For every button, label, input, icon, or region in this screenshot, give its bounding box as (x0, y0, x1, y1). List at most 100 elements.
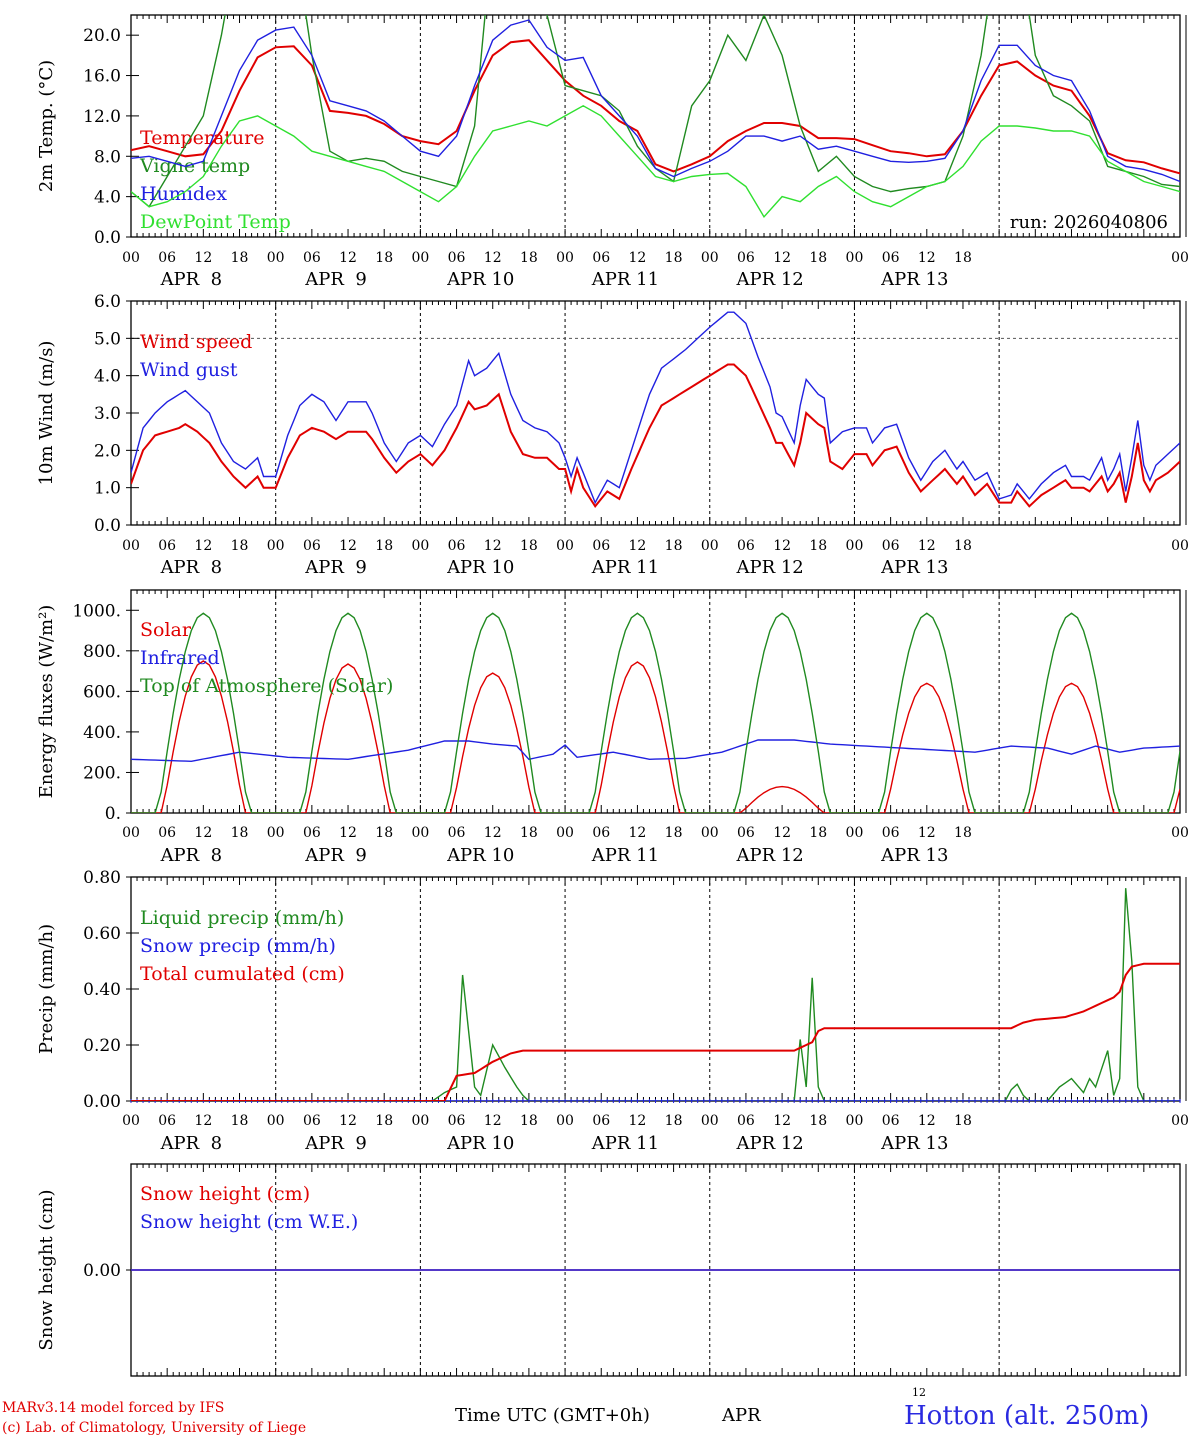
x-day-label: APR 13 (880, 557, 948, 578)
x-hour-label: 06 (448, 250, 466, 266)
x-day-label: APR 12 (735, 845, 803, 866)
x-day-label: APR 8 (160, 845, 223, 866)
x-hour-label: 12 (773, 825, 791, 841)
x-hour-label: 00 (846, 825, 864, 841)
x-day-label: APR 9 (304, 1133, 367, 1154)
x-hour-label: 18 (231, 538, 249, 554)
x-day-label: APR 8 (160, 557, 223, 578)
y-tick-label: 4.0 (94, 367, 121, 387)
x-day-label: APR 8 (160, 1133, 223, 1154)
y-tick-label: 6.0 (94, 292, 121, 312)
series-wind-speed (131, 363, 1180, 509)
x-hour-label: 12 (773, 250, 791, 266)
x-hour-label: 18 (954, 1113, 972, 1129)
x-hour-label: 18 (231, 1113, 249, 1129)
x-hour-label: 00 (267, 538, 285, 554)
panel-wind: 0.0 1.0 2.0 3.0 4.0 5.0 6.0 10m Wind (m/s) 00 06 1… (36, 292, 1189, 578)
x-hour-label: 12 (628, 250, 646, 266)
x-hour-label: 18 (954, 250, 972, 266)
y-tick-label: 5.0 (94, 329, 121, 349)
x-hour-label: 18 (520, 250, 538, 266)
x-hour-label: 12 (484, 250, 502, 266)
x-hour-label: 12 (918, 250, 936, 266)
x-day-label: APR 12 (735, 1133, 803, 1154)
x-day-label: APR 10 (446, 557, 514, 578)
x-hour-label: 00 (701, 538, 719, 554)
y-axis-label: Snow height (cm) (36, 1189, 57, 1350)
x-hour-label: 00 (1171, 250, 1189, 266)
x-hour-label: 00 (701, 1113, 719, 1129)
x-hour-label: 18 (520, 538, 538, 554)
legend-humidex: Humidex (140, 183, 227, 205)
y-tick-label: 0.60 (83, 924, 121, 944)
x-hour-label: 18 (665, 538, 683, 554)
x-hour-label: 00 (411, 538, 429, 554)
y-tick-label: 0.80 (83, 868, 121, 888)
x-hour-label: 06 (737, 1113, 755, 1129)
x-day-label: APR 10 (446, 845, 514, 866)
x-hour-label: 12 (194, 1113, 212, 1129)
legend-wind-speed: Wind speed (140, 331, 252, 353)
x-hour-label: 06 (303, 538, 321, 554)
y-tick-label: 400. (83, 723, 121, 743)
legend-liquid-precip-mm-h-: Liquid precip (mm/h) (140, 907, 344, 929)
series-total-cumulated-cm- (131, 962, 1180, 1101)
x-day-label: APR 10 (446, 269, 514, 290)
x-day-label: APR 11 (591, 557, 659, 578)
y-tick-label: 0.00 (83, 1261, 121, 1281)
y-tick-label: 1.0 (94, 479, 121, 499)
legend-dewpoint-temp: DewPoint Temp (140, 211, 291, 233)
x-hour-label: 18 (665, 250, 683, 266)
x-hour-label: 12 (628, 538, 646, 554)
x-day-label: APR 11 (591, 269, 659, 290)
x-hour-label: 18 (665, 1113, 683, 1129)
x-hour-label: 06 (592, 825, 610, 841)
x-hour-label: 06 (448, 538, 466, 554)
y-tick-label: 8.0 (94, 147, 121, 167)
panel-energy: 0. 200. 400. 600. 800. 1000. Energy fluxes (W/… (36, 589, 1189, 866)
panel-temp: 0.0 4.0 8.0 12.0 16.0 20.0 2m Temp. (°C) 00 06 12… (36, 14, 1189, 290)
x-hour-label: 00 (701, 825, 719, 841)
x-hour-label: 12 (194, 538, 212, 554)
x-hour-label: 00 (122, 538, 140, 554)
x-hour-label: 06 (448, 825, 466, 841)
y-tick-label: 3.0 (94, 404, 121, 424)
y-tick-label: 200. (83, 763, 121, 783)
x-day-label: APR 8 (160, 269, 223, 290)
x-hour-label: 00 (846, 538, 864, 554)
x-hour-label: 18 (665, 825, 683, 841)
x-hour-label: 12 (194, 825, 212, 841)
series-temperature (131, 39, 1180, 175)
y-tick-label: 1000. (72, 601, 121, 621)
panel-snow: 0.00 Snow height (cm) Snow height (cm) Snow… (36, 1163, 1187, 1377)
series-top-of-atmosphere-solar- (131, 612, 1180, 813)
x-hour-label: 00 (267, 1113, 285, 1129)
x-hour-label: 12 (484, 825, 502, 841)
x-hour-label: 18 (520, 825, 538, 841)
x-hour-label: 18 (520, 1113, 538, 1129)
x-hour-label: 00 (556, 250, 574, 266)
x-hour-label: 06 (158, 250, 176, 266)
legend-snow-precip-mm-h-: Snow precip (mm/h) (140, 935, 336, 957)
legend-total-cumulated-cm-: Total cumulated (cm) (140, 963, 345, 985)
x-hour-label: 00 (411, 1113, 429, 1129)
x-hour-label: 06 (737, 538, 755, 554)
x-hour-label: 00 (122, 1113, 140, 1129)
x-hour-label: 18 (375, 538, 393, 554)
legend-wind-gust: Wind gust (140, 359, 238, 381)
x-hour-label: 06 (303, 1113, 321, 1129)
y-tick-label: 0.0 (94, 228, 121, 248)
panel-precip: 0.00 0.20 0.40 0.60 0.80 Precip (mm/h) 00 06 12 1… (36, 868, 1189, 1154)
x-hour-label: 06 (882, 1113, 900, 1129)
y-tick-label: 0.00 (83, 1092, 121, 1112)
x-hour-label: 12 (918, 825, 936, 841)
x-hour-label: 06 (737, 250, 755, 266)
x-day-label: APR 13 (880, 845, 948, 866)
x-hour-label: 18 (809, 250, 827, 266)
x-hour-label: 06 (158, 538, 176, 554)
x-hour-label: 00 (556, 825, 574, 841)
station-name: Hotton (alt. 250m) (904, 1401, 1150, 1431)
x-hour-label: 12 (773, 538, 791, 554)
x-day-label: APR 9 (304, 557, 367, 578)
